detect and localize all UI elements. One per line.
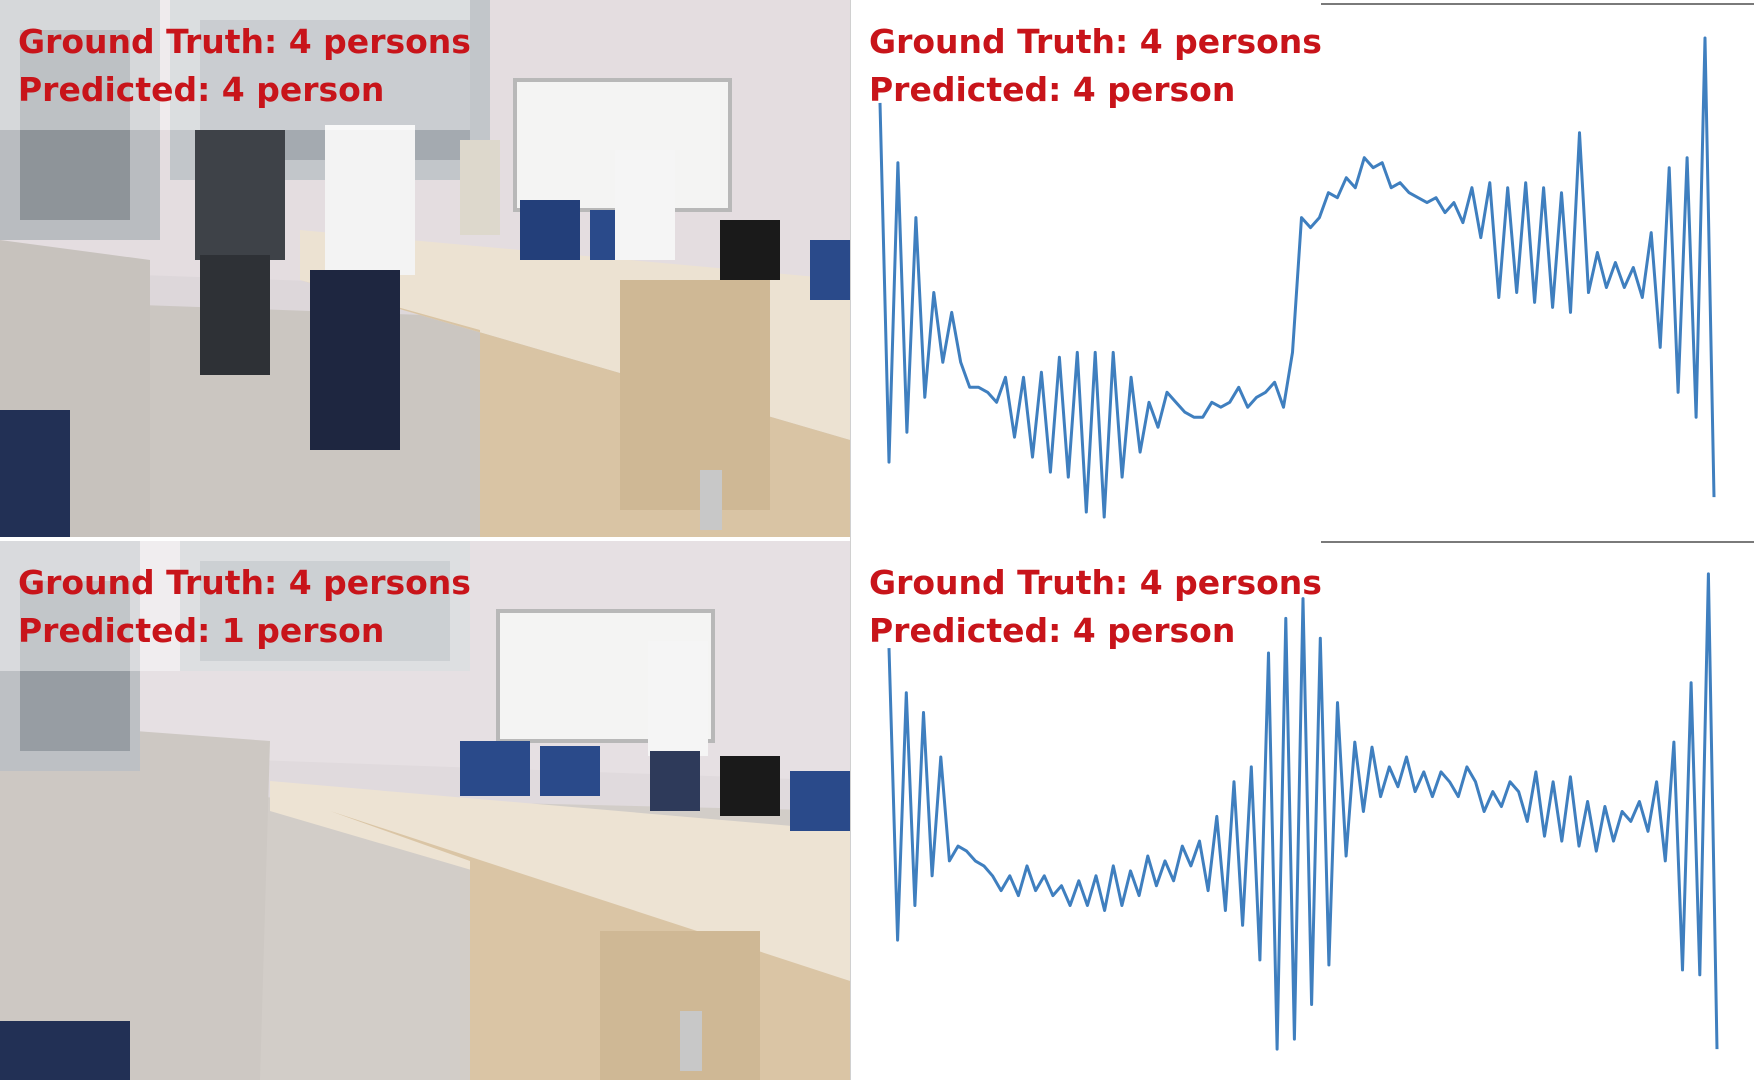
signal-plot-top-right: Ground Truth: 4 persons Predicted: 4 per… [851,0,1754,537]
ground-truth-label: Ground Truth: 4 persons [18,563,471,602]
ground-truth-label: Ground Truth: 4 persons [869,563,1322,602]
signal-series-line [878,36,1716,519]
ground-truth-label: Ground Truth: 4 persons [18,22,471,61]
signal-chart-bottom [887,572,1719,1051]
predicted-label: Predicted: 4 person [18,70,385,109]
count-labels: Ground Truth: 4 persons Predicted: 4 per… [869,559,1322,655]
count-labels: Ground Truth: 4 persons Predicted: 1 per… [18,559,471,655]
camera-frame-bottom-left: Ground Truth: 4 persons Predicted: 1 per… [0,541,850,1080]
predicted-label: Predicted: 4 person [869,611,1236,650]
signal-chart-top [878,36,1716,519]
count-labels: Ground Truth: 4 persons Predicted: 4 per… [869,18,1322,114]
top-border-line [1321,3,1754,5]
ground-truth-label: Ground Truth: 4 persons [869,22,1322,61]
predicted-label: Predicted: 4 person [869,70,1236,109]
label-backdrop [0,541,470,671]
room-photo-bottom [0,541,850,1080]
count-labels: Ground Truth: 4 persons Predicted: 4 per… [18,18,471,114]
signal-series-line [887,572,1719,1051]
top-border-line [1321,541,1754,543]
label-backdrop [0,0,470,130]
predicted-label: Predicted: 1 person [18,611,385,650]
room-photo-top [0,0,850,537]
signal-plot-bottom-right: Ground Truth: 4 persons Predicted: 4 per… [851,541,1754,1080]
camera-frame-top-left: Ground Truth: 4 persons Predicted: 4 per… [0,0,850,537]
panel-divider [850,0,851,1080]
